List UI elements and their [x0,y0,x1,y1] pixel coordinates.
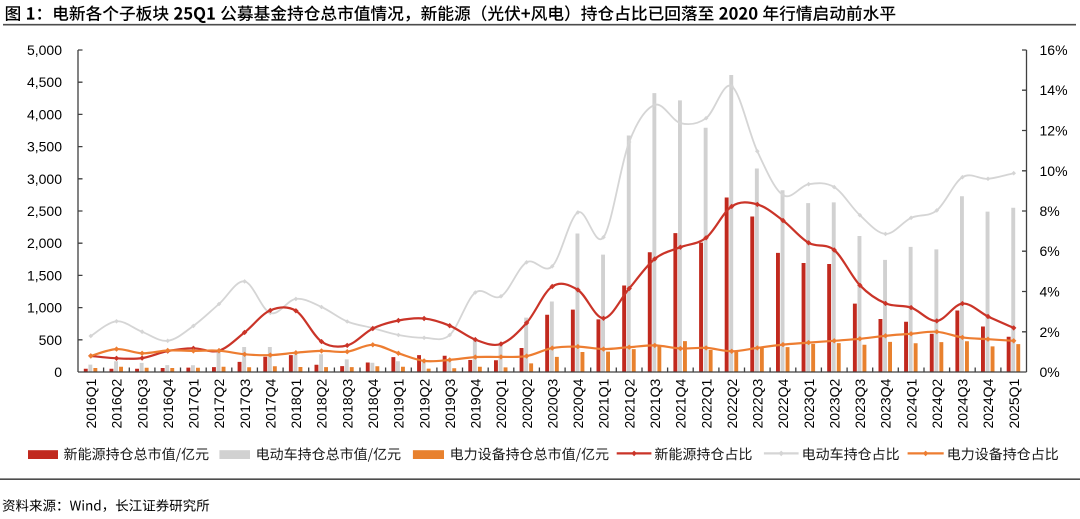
svg-text:2018Q1: 2018Q1 [288,378,304,428]
svg-text:2024Q4: 2024Q4 [980,378,996,428]
svg-text:2020Q4: 2020Q4 [570,378,586,428]
svg-text:2019Q2: 2019Q2 [416,378,432,428]
svg-text:12%: 12% [1040,123,1068,139]
svg-text:2020Q1: 2020Q1 [493,378,509,428]
svg-text:2021Q2: 2021Q2 [621,378,637,428]
svg-text:2021Q1: 2021Q1 [596,378,612,428]
svg-text:2,500: 2,500 [27,203,62,219]
svg-text:1,000: 1,000 [27,300,62,316]
svg-text:1,500: 1,500 [27,267,62,283]
svg-text:2023Q1: 2023Q1 [801,378,817,428]
svg-text:3,000: 3,000 [27,171,62,187]
svg-text:2016Q2: 2016Q2 [109,378,125,428]
svg-text:6%: 6% [1040,243,1060,259]
svg-text:2022Q2: 2022Q2 [724,378,740,428]
svg-text:2023Q4: 2023Q4 [878,378,894,428]
svg-text:2023Q3: 2023Q3 [852,378,868,428]
svg-text:2018Q3: 2018Q3 [339,378,355,428]
svg-text:8%: 8% [1040,203,1060,219]
svg-text:14%: 14% [1040,82,1068,98]
svg-text:2020Q2: 2020Q2 [519,378,535,428]
svg-text:3,500: 3,500 [27,139,62,155]
svg-text:2016Q1: 2016Q1 [83,378,99,428]
svg-text:2017Q2: 2017Q2 [211,378,227,428]
svg-text:2017Q3: 2017Q3 [237,378,253,428]
svg-text:2019Q1: 2019Q1 [391,378,407,428]
svg-text:2022Q3: 2022Q3 [750,378,766,428]
svg-text:4%: 4% [1040,284,1060,300]
svg-text:2016Q4: 2016Q4 [160,378,176,428]
svg-text:2,000: 2,000 [27,235,62,251]
svg-text:2025Q1: 2025Q1 [1006,378,1022,428]
svg-text:2017Q1: 2017Q1 [186,378,202,428]
svg-text:0%: 0% [1040,364,1060,380]
svg-text:2020Q3: 2020Q3 [545,378,561,428]
svg-text:2021Q3: 2021Q3 [647,378,663,428]
svg-text:2018Q4: 2018Q4 [365,378,381,428]
svg-text:2024Q3: 2024Q3 [955,378,971,428]
svg-text:2024Q1: 2024Q1 [903,378,919,428]
svg-text:0: 0 [54,364,62,380]
svg-text:10%: 10% [1040,163,1068,179]
svg-text:2019Q4: 2019Q4 [468,378,484,428]
svg-text:2018Q2: 2018Q2 [314,378,330,428]
svg-text:2017Q4: 2017Q4 [263,378,279,428]
svg-text:2021Q4: 2021Q4 [673,378,689,428]
svg-text:2023Q2: 2023Q2 [826,378,842,428]
svg-text:16%: 16% [1040,42,1068,58]
svg-text:2024Q2: 2024Q2 [929,378,945,428]
svg-text:2016Q3: 2016Q3 [134,378,150,428]
svg-text:2%: 2% [1040,324,1060,340]
svg-text:500: 500 [39,332,63,348]
svg-text:5,000: 5,000 [27,42,62,58]
svg-text:4,000: 4,000 [27,106,62,122]
svg-text:2019Q3: 2019Q3 [442,378,458,428]
svg-text:4,500: 4,500 [27,74,62,90]
svg-text:2022Q4: 2022Q4 [775,378,791,428]
svg-text:2022Q1: 2022Q1 [698,378,714,428]
